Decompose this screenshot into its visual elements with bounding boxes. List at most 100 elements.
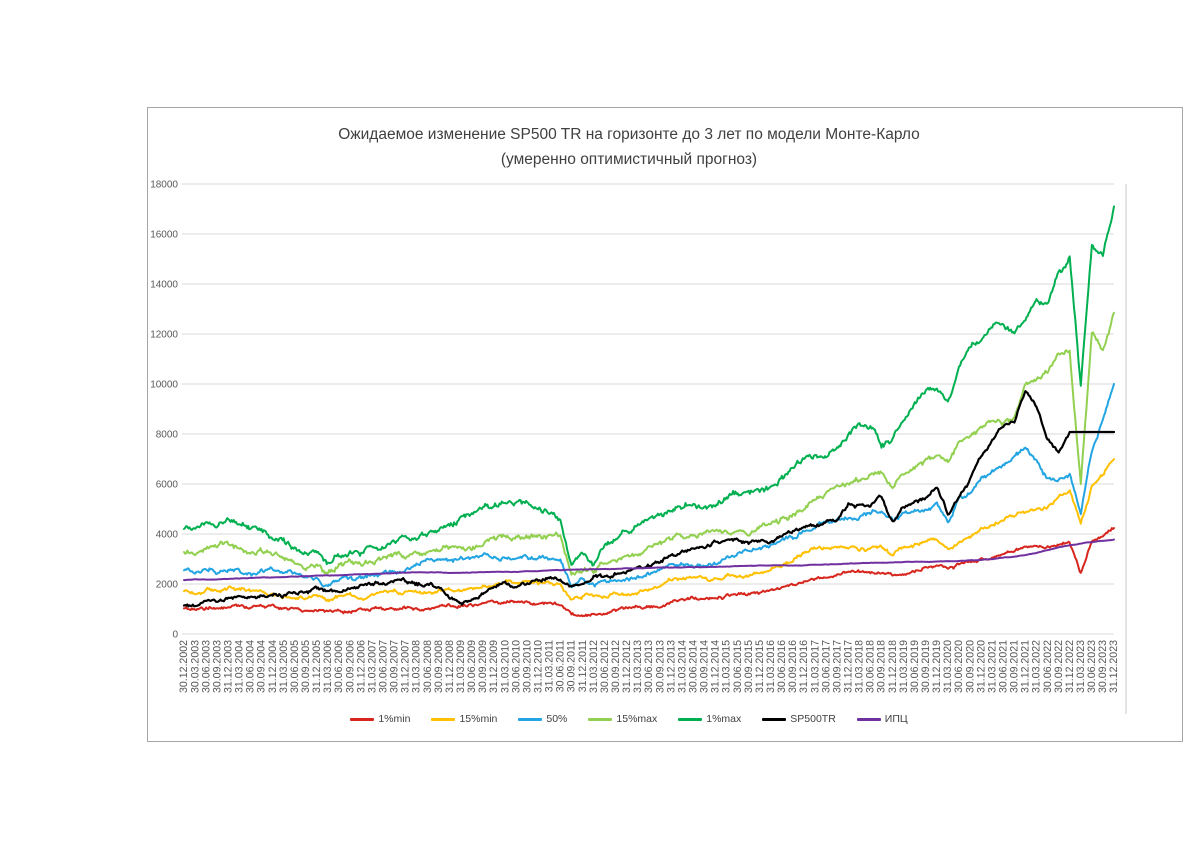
- legend-swatch-50%: [518, 717, 543, 721]
- legend-item-ИПЦ: ИПЦ: [856, 713, 908, 725]
- x-tick-label: 31.03.2022: [1031, 640, 1043, 693]
- x-tick-label: 31.12.2011: [577, 640, 589, 692]
- series-line-15%max: [183, 311, 1115, 576]
- chart-box: 0 2000 4000 6000 8000 10000 12000 14000 16000 180…: [147, 107, 1183, 742]
- x-tick-label: 31.12.2016: [798, 640, 810, 693]
- x-tick-label: 30.06.2011: [555, 640, 567, 692]
- x-tick-label: 31.12.2008: [444, 640, 456, 693]
- series-line-15%min: [183, 458, 1115, 603]
- x-tick-label: 31.12.2010: [533, 640, 545, 693]
- x-tick-label: 30.06.2012: [599, 640, 611, 693]
- y-tick-label: 6000: [156, 480, 179, 491]
- x-tick-label: 30.12.2002: [178, 640, 190, 693]
- x-tick-label: 30.09.2005: [300, 640, 312, 693]
- x-tick-label: 30.09.2018: [876, 640, 888, 693]
- x-tick-label: 31.03.2015: [721, 640, 733, 693]
- x-tick-label: 30.09.2006: [344, 640, 356, 693]
- x-tick-label: 30.06.2007: [378, 640, 390, 693]
- series-line-ИПЦ: [183, 538, 1115, 582]
- legend-label-50%: 50%: [546, 713, 568, 725]
- x-tick-label: 30.06.2020: [953, 640, 965, 693]
- x-tick-label: 30.09.2017: [831, 640, 843, 693]
- x-tick-label: 30.06.2017: [820, 640, 832, 693]
- x-tick-label: 31.03.2020: [942, 640, 954, 693]
- y-tick-label: 4000: [156, 530, 179, 541]
- x-tick-label: 30.09.2019: [920, 640, 932, 693]
- chart-subtitle: (умеренно оптимистичный прогноз): [500, 151, 758, 168]
- x-tick-label: 31.03.2018: [854, 640, 866, 693]
- gridlines: [182, 183, 1114, 635]
- legend-swatch-15%max: [588, 717, 613, 721]
- x-axis-labels: 30.12.2002 30.03.2003 30.06.2003 30.09.2003…: [178, 640, 1120, 693]
- x-tick-label: 30.06.2010: [510, 640, 522, 693]
- series-line-1%max: [183, 205, 1115, 567]
- x-tick-label: 31.12.2021: [1020, 640, 1032, 693]
- legend-label-1%max: 1%max: [706, 713, 742, 725]
- x-tick-label: 30.06.2004: [245, 640, 257, 693]
- legend-label-SP500TR: SP500TR: [790, 713, 836, 725]
- y-tick-label: 12000: [150, 330, 178, 341]
- y-tick-label: 16000: [150, 230, 178, 241]
- legend-label-ИПЦ: ИПЦ: [884, 713, 908, 725]
- legend-label-15%max: 15%max: [616, 713, 658, 725]
- y-tick-label: 14000: [150, 280, 178, 291]
- x-tick-label: 30.09.2007: [389, 640, 401, 693]
- x-tick-label: 30.09.2010: [521, 640, 533, 693]
- chart-canvas: 0 2000 4000 6000 8000 10000 12000 14000 16000 180…: [150, 180, 1127, 714]
- x-tick-label: 30.09.2014: [699, 640, 711, 693]
- x-tick-label: 31.12.2013: [665, 640, 677, 693]
- x-tick-label: 30.09.2003: [211, 640, 223, 693]
- x-tick-label: 30.06.2023: [1086, 640, 1098, 693]
- x-tick-label: 31.12.2005: [311, 640, 323, 693]
- x-tick-label: 31.12.2017: [843, 640, 855, 693]
- x-tick-label: 31.03.2009: [455, 640, 467, 693]
- legend-item-1%max: 1%max: [678, 713, 741, 725]
- x-tick-label: 30.06.2019: [909, 640, 921, 693]
- x-tick-label: 30.09.2022: [1053, 640, 1065, 693]
- x-tick-label: 30.06.2022: [1042, 640, 1054, 693]
- x-tick-label: 30.06.2013: [643, 640, 655, 693]
- x-tick-label: 31.12.2004: [267, 640, 279, 693]
- x-tick-label: 30.06.2005: [289, 640, 301, 693]
- x-tick-label: 31.03.2013: [632, 640, 644, 693]
- legend-swatch-ИПЦ: [856, 717, 881, 721]
- x-tick-label: 31.03.2005: [278, 640, 290, 693]
- x-tick-label: 30.06.2021: [998, 640, 1010, 693]
- x-tick-label: 31.03.2023: [1075, 640, 1087, 693]
- legend-item-1%min: 1%min: [350, 713, 410, 725]
- x-tick-label: 30.09.2009: [477, 640, 489, 693]
- x-tick-label: 31.03.2021: [986, 640, 998, 693]
- x-tick-label: 30.09.2020: [964, 640, 976, 693]
- x-tick-label: 30.09.2016: [787, 640, 799, 693]
- chart-title-block: Ожидаемое изменение SP500 TR на горизонт…: [184, 122, 1074, 172]
- x-tick-label: 31.12.2012: [621, 640, 633, 693]
- x-tick-label: 31.12.2022: [1064, 640, 1076, 693]
- x-tick-label: 30.09.2023: [1097, 640, 1109, 693]
- x-tick-label: 31.03.2004: [234, 640, 246, 693]
- legend-swatch-1%max: [678, 717, 703, 721]
- x-tick-label: 30.09.2021: [1009, 640, 1021, 693]
- legend-item-15%min: 15%min: [431, 713, 497, 725]
- legend-swatch-1%min: [350, 717, 375, 721]
- y-tick-label: 10000: [150, 380, 178, 391]
- legend-item-15%max: 15%max: [588, 713, 657, 725]
- x-tick-label: 31.12.2018: [887, 640, 899, 693]
- x-tick-label: 30.06.2015: [732, 640, 744, 693]
- series-lines: [182, 205, 1116, 618]
- x-tick-label: 31.03.2012: [588, 640, 600, 693]
- x-tick-label: 31.12.2009: [488, 640, 500, 693]
- series-line-50%: [183, 383, 1115, 588]
- x-tick-label: 31.03.2008: [411, 640, 423, 693]
- x-tick-label: 30.09.2012: [610, 640, 622, 693]
- y-tick-label: 8000: [156, 430, 179, 441]
- legend-swatch-15%min: [431, 717, 456, 721]
- x-tick-label: 31.03.2014: [676, 640, 688, 693]
- x-tick-label: 30.09.2013: [654, 640, 666, 693]
- x-tick-label: 31.12.2020: [975, 640, 987, 693]
- x-tick-label: 31.12.2014: [710, 640, 722, 693]
- x-tick-label: 30.06.2008: [422, 640, 434, 693]
- chart-legend: 1%min 15%min 50% 15%max 1%max SP500TR ИПЦ: [184, 713, 1074, 725]
- x-tick-label: 31.03.2007: [366, 640, 378, 693]
- legend-swatch-SP500TR: [762, 717, 787, 721]
- series-line-SP500TR: [182, 390, 1116, 608]
